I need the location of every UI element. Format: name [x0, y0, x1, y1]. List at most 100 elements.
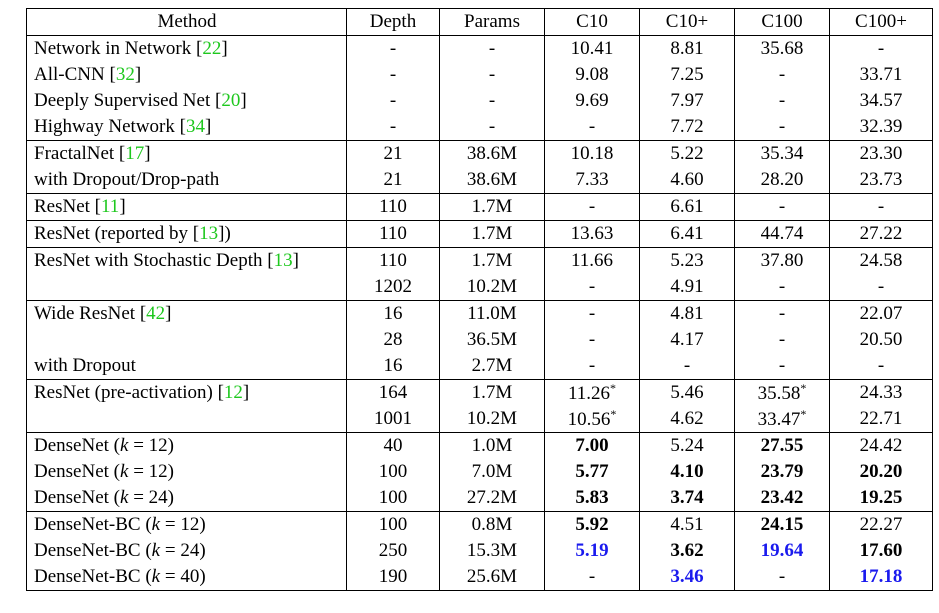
- value-cell: 5.24: [639, 432, 735, 459]
- value-cell: -: [829, 35, 933, 62]
- text-segment: ]: [204, 116, 212, 137]
- row-group: ResNet (pre-activation) [12] 164 1.7M 11.26…: [26, 379, 933, 433]
- value-cell: 110: [346, 220, 440, 248]
- text-segment: 5.83: [575, 487, 609, 508]
- value-cell: 100: [346, 511, 440, 538]
- value-cell: 40: [346, 432, 440, 459]
- value-cell: 7.72: [639, 114, 735, 141]
- value-cell: 28.20: [734, 167, 830, 194]
- value-cell: 5.23: [639, 247, 735, 274]
- text-segment: k: [120, 435, 129, 456]
- method-cell: Deeply Supervised Net [20]: [26, 88, 347, 114]
- citation: 32: [115, 64, 135, 85]
- method-cell: ResNet [11]: [26, 193, 347, 221]
- value-cell: -: [734, 88, 830, 114]
- value-cell: 21: [346, 167, 440, 194]
- text-segment: ]: [242, 382, 250, 403]
- value-cell: 36.5M: [439, 327, 545, 353]
- table-row: ResNet with Stochastic Depth [13] 110 1.7M…: [26, 247, 933, 274]
- value-cell: 5.22: [639, 140, 735, 167]
- value-cell: 4.62: [639, 406, 735, 433]
- row-group: ResNet with Stochastic Depth [13] 110 1.7M…: [26, 247, 933, 301]
- column-header: C100+: [829, 8, 933, 36]
- value-cell: 35.68: [734, 35, 830, 62]
- value-cell: 38.6M: [439, 167, 545, 194]
- text-segment: ]: [221, 38, 228, 59]
- method-cell: ResNet with Stochastic Depth [13]: [26, 247, 347, 274]
- table-row: DenseNet-BC (k = 24) 250 15.3M 5.19 3.62 19.6…: [26, 538, 933, 564]
- value-cell: 23.30: [829, 140, 933, 167]
- text-segment: = 12): [128, 435, 174, 456]
- value-cell: 0.8M: [439, 511, 545, 538]
- table-row: Wide ResNet [42] 16 11.0M -4.81-22.07: [26, 300, 933, 327]
- column-header: Depth: [346, 8, 440, 36]
- text-segment: ResNet [: [34, 196, 102, 217]
- value-cell: 37.80: [734, 247, 830, 274]
- text-segment: k: [120, 461, 129, 482]
- value-cell: 110: [346, 193, 440, 221]
- citation: 17: [125, 143, 145, 164]
- value-cell: -: [734, 114, 830, 141]
- value-cell: 27.2M: [439, 485, 545, 512]
- table-row: ResNet (reported by [13]) 110 1.7M 13.63 6.4…: [26, 220, 933, 248]
- value-cell: 32.39: [829, 114, 933, 141]
- value-cell: -: [439, 88, 545, 114]
- table-row: Highway Network [34] - - -7.72-32.39: [26, 114, 933, 141]
- value-cell: 4.10: [639, 459, 735, 485]
- value-cell: 34.57: [829, 88, 933, 114]
- value-cell: 10.56*: [544, 406, 640, 433]
- value-cell: 11.66: [544, 247, 640, 274]
- text-segment: k: [120, 487, 129, 508]
- value-cell: 23.42: [734, 485, 830, 512]
- value-cell: 10.2M: [439, 274, 545, 301]
- row-group: Wide ResNet [42] 16 11.0M -4.81-22.07 28 36.5…: [26, 300, 933, 380]
- method-cell: FractalNet [17]: [26, 140, 347, 167]
- value-cell: 1001: [346, 406, 440, 433]
- value-cell: 250: [346, 538, 440, 564]
- table-row: 28 36.5M -4.17-20.50: [26, 327, 933, 353]
- value-cell: -: [544, 114, 640, 141]
- method-cell: Network in Network [22]: [26, 35, 347, 62]
- text-segment: 24.15: [760, 514, 804, 535]
- text-segment: 19.64: [760, 540, 804, 561]
- value-cell: 2.7M: [439, 353, 545, 380]
- table-row: DenseNet-BC (k = 12) 100 0.8M 5.92 4.51 24.15…: [26, 511, 933, 538]
- results-table: Method Depth Params C10 C10+ C100 C100+ Network…: [26, 8, 933, 591]
- text-segment: ]: [240, 90, 247, 111]
- value-cell: -: [544, 564, 640, 591]
- citation: 20: [221, 90, 241, 111]
- text-segment: 17.18: [859, 566, 903, 587]
- value-cell: 16: [346, 300, 440, 327]
- value-cell: 24.58: [829, 247, 933, 274]
- value-cell: 100: [346, 485, 440, 512]
- text-segment: 27.55: [760, 435, 804, 456]
- method-cell: DenseNet-BC (k = 40): [26, 564, 347, 591]
- value-cell: 7.97: [639, 88, 735, 114]
- value-cell: 5.92: [544, 511, 640, 538]
- value-cell: 35.58*: [734, 379, 830, 406]
- text-segment: ResNet (pre-activation) [: [34, 382, 224, 403]
- value-cell: 22.27: [829, 511, 933, 538]
- value-cell: -: [734, 327, 830, 353]
- text-segment: 3.46: [670, 566, 704, 587]
- value-cell: 3.62: [639, 538, 735, 564]
- value-cell: 4.17: [639, 327, 735, 353]
- value-cell: 7.25: [639, 62, 735, 88]
- value-cell: -: [734, 193, 830, 221]
- table-row: with Dropout/Drop-path 21 38.6M 7.33 4.60 28.…: [26, 167, 933, 194]
- value-cell: 7.00: [544, 432, 640, 459]
- text-segment: Network in Network [: [34, 38, 203, 59]
- value-cell: 33.47*: [734, 406, 830, 433]
- value-cell: -: [346, 35, 440, 62]
- value-cell: 25.6M: [439, 564, 545, 591]
- text-segment: Deeply Supervised Net [: [34, 90, 222, 111]
- text-segment: 4.10: [670, 461, 704, 482]
- method-cell: ResNet (reported by [13]): [26, 220, 347, 248]
- row-group: ResNet [11] 110 1.7M -6.61- -: [26, 193, 933, 221]
- value-cell: 13.63: [544, 220, 640, 248]
- method-cell: with Dropout/Drop-path: [26, 167, 347, 194]
- table-row: DenseNet (k = 24) 100 27.2M 5.83 3.74 23.42 19…: [26, 485, 933, 512]
- table-row: ResNet [11] 110 1.7M -6.61- -: [26, 193, 933, 221]
- row-group: DenseNet-BC (k = 12) 100 0.8M 5.92 4.51 24.15…: [26, 511, 933, 591]
